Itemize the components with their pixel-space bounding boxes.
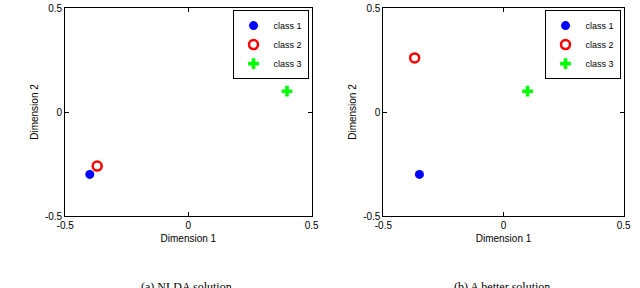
svg-text:class 1: class 1 [274, 21, 302, 31]
svg-text:Dimension 1: Dimension 1 [161, 233, 217, 244]
svg-text:0.5: 0.5 [305, 220, 319, 231]
svg-text:Dimension 2: Dimension 2 [29, 84, 40, 140]
svg-text:class 3: class 3 [586, 59, 614, 69]
svg-text:0: 0 [501, 220, 507, 231]
svg-text:-0.5: -0.5 [375, 220, 393, 231]
svg-text:-0.5: -0.5 [57, 220, 75, 231]
svg-text:(a) NLDA solution.: (a) NLDA solution. [141, 280, 235, 288]
svg-text:0.5: 0.5 [48, 3, 62, 14]
svg-text:class 3: class 3 [274, 59, 302, 69]
svg-text:0: 0 [186, 220, 192, 231]
svg-text:class 1: class 1 [586, 21, 614, 31]
svg-text:0: 0 [375, 107, 381, 118]
svg-text:class 2: class 2 [586, 40, 614, 50]
svg-text:Dimension 2: Dimension 2 [347, 84, 358, 140]
svg-text:Dimension 1: Dimension 1 [476, 233, 532, 244]
svg-text:0.5: 0.5 [366, 3, 380, 14]
svg-text:class 2: class 2 [274, 40, 302, 50]
svg-text:-0.5: -0.5 [363, 211, 381, 222]
svg-text:0.5: 0.5 [617, 220, 631, 231]
svg-text:0: 0 [57, 107, 63, 118]
svg-text:(b) A better solution.: (b) A better solution. [454, 280, 553, 288]
svg-text:-0.5: -0.5 [45, 211, 63, 222]
